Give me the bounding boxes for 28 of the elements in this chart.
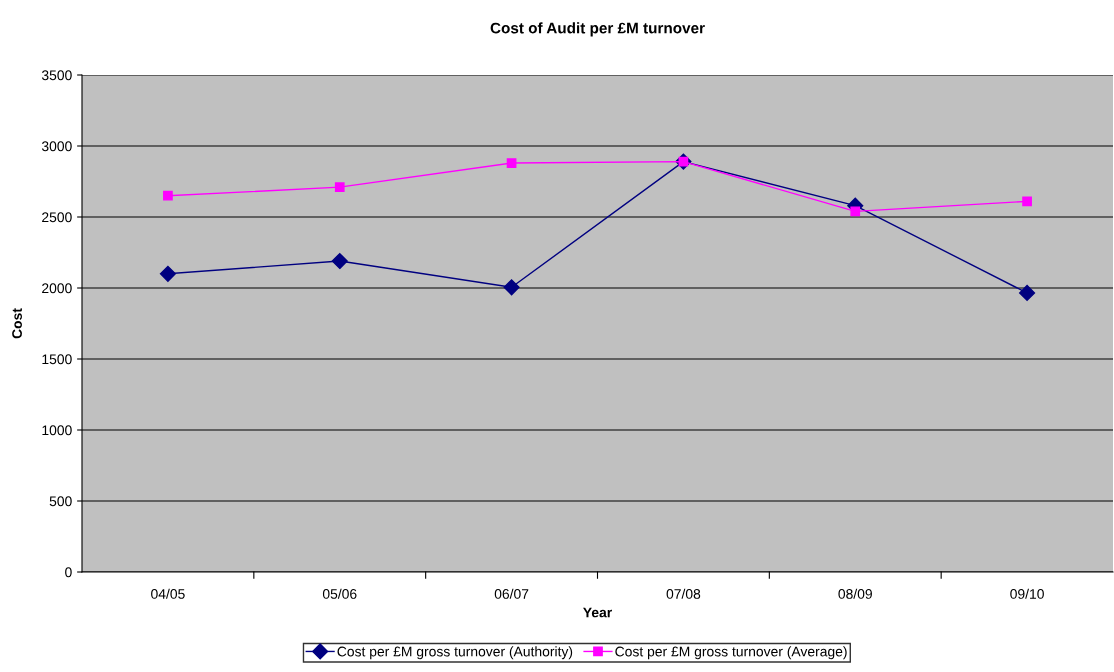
point — [850, 206, 861, 217]
legend-label: Cost per £M gross turnover (Average) — [615, 646, 847, 660]
point — [331, 252, 348, 270]
y-tick-label: 0 — [65, 567, 72, 578]
y-tick-label: 3000 — [41, 141, 72, 152]
y-tick-label: 500 — [49, 496, 72, 507]
point — [1019, 284, 1036, 302]
point — [334, 182, 345, 193]
point — [163, 190, 173, 201]
y-axis-title: Cost — [12, 308, 22, 339]
y-tick-label: 2000 — [42, 283, 72, 294]
y-tick-label: 1000 — [42, 425, 72, 436]
point — [1022, 196, 1032, 207]
chart-title: Cost of Audit per £M turnover — [490, 22, 705, 37]
y-tick-label: 2500 — [42, 212, 72, 223]
x-tick-label: 05/06 — [322, 588, 357, 599]
x-axis-title: Year — [583, 607, 612, 618]
y-tick-label: 3500 — [41, 70, 72, 81]
x-tick-label: 09/10 — [1010, 588, 1044, 599]
point — [506, 158, 517, 168]
y-tick-label: 1500 — [42, 354, 72, 365]
x-tick-label: 04/05 — [151, 588, 185, 599]
legend-label: Cost per £M gross turnover (Authority) — [337, 646, 573, 660]
point — [503, 279, 520, 296]
x-tick-label: 08/09 — [838, 588, 872, 599]
x-tick-label: 07/08 — [666, 588, 701, 599]
x-tick-label: 06/07 — [494, 588, 529, 599]
point — [159, 265, 176, 282]
